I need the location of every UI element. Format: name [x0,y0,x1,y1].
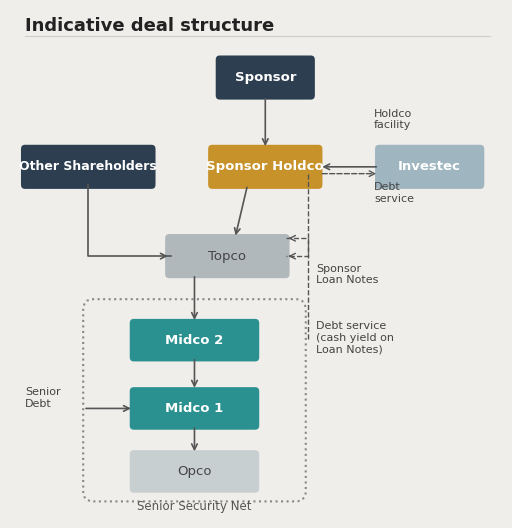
Text: Senior Security Net: Senior Security Net [137,500,252,513]
FancyBboxPatch shape [130,450,259,493]
FancyBboxPatch shape [130,319,259,362]
Text: Opco: Opco [177,465,212,478]
FancyBboxPatch shape [375,145,484,189]
Text: Sponsor
Loan Notes: Sponsor Loan Notes [316,263,378,285]
Text: Other Shareholders: Other Shareholders [19,161,157,173]
FancyBboxPatch shape [216,55,315,100]
Text: Midco 2: Midco 2 [165,334,224,347]
FancyBboxPatch shape [208,145,323,189]
Text: Midco 1: Midco 1 [165,402,224,415]
Text: Investec: Investec [398,161,461,173]
Text: Topco: Topco [208,250,246,262]
Text: Sponsor Holdco: Sponsor Holdco [206,161,324,173]
Text: Indicative deal structure: Indicative deal structure [25,17,274,35]
FancyBboxPatch shape [165,234,290,278]
Text: Debt
service: Debt service [374,182,414,204]
FancyBboxPatch shape [21,145,156,189]
FancyBboxPatch shape [130,387,259,430]
Text: Holdco
facility: Holdco facility [374,109,412,130]
Text: Debt service
(cash yield on
Loan Notes): Debt service (cash yield on Loan Notes) [316,321,394,354]
Text: Senior
Debt: Senior Debt [25,387,60,409]
Text: Sponsor: Sponsor [234,71,296,84]
